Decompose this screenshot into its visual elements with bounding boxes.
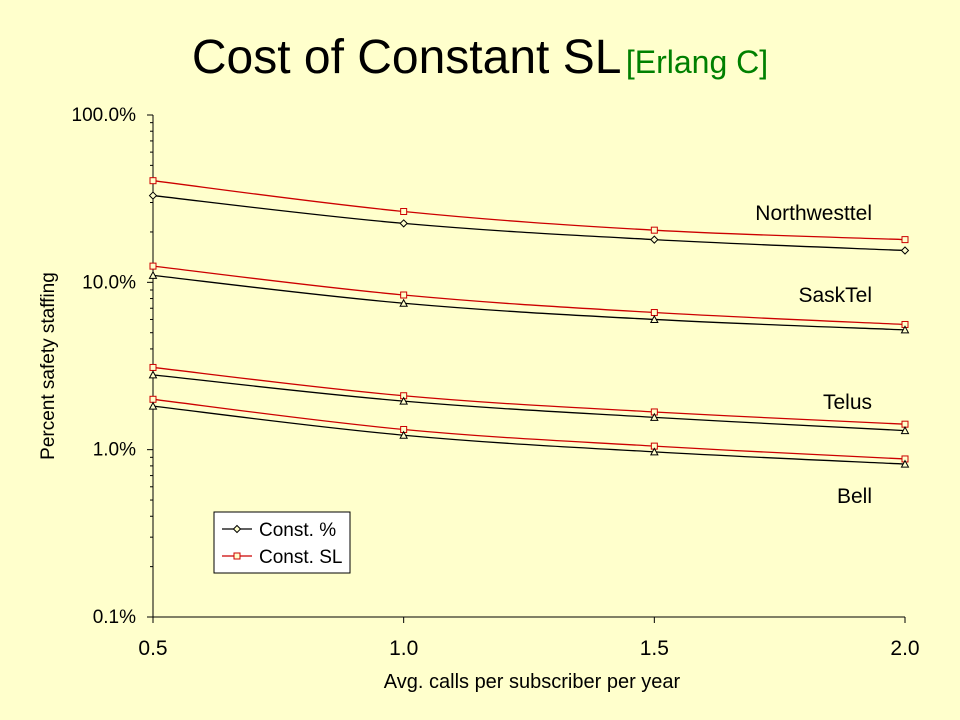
data-point-northwesttel-const_pct: [148, 191, 158, 200]
data-point-northwesttel-const_pct: [900, 246, 910, 255]
data-point-northwesttel-const_pct: [650, 235, 659, 244]
data-point-northwesttel-const_sl: [149, 177, 157, 185]
data-point-sasktel-const_sl: [400, 291, 408, 299]
data-point-telus-const_pct: [399, 396, 409, 405]
chart-series: [148, 177, 910, 468]
data-point-bell-const_pct: [649, 447, 659, 456]
title-subtitle: [Erlang C]: [625, 44, 769, 80]
series-line-bell-const_sl: [152, 398, 906, 460]
data-point-bell-const_sl: [149, 395, 157, 403]
y-tick-label: 0.1%: [93, 607, 136, 628]
data-point-northwesttel-const_sl: [400, 208, 408, 216]
legend-marker: [233, 552, 241, 560]
data-point-sasktel-const_sl: [149, 262, 157, 270]
data-point-telus-const_sl: [149, 363, 157, 371]
x-axis-label: Avg. calls per subscriber per year: [384, 671, 681, 693]
legend-label: Const. %: [259, 520, 336, 541]
chart-axes: 100.0% 10.0% 1.0% 0.1%0.5 1.0 1.5 2.0 Avg. call…: [38, 105, 920, 693]
data-point-sasktel-const_pct: [399, 298, 409, 307]
y-axis-label: Percent safety staffing: [38, 272, 59, 460]
data-point-sasktel-const_pct: [900, 325, 910, 334]
data-point-sasktel-const_pct: [649, 314, 659, 323]
series-line-sasktel-const_sl: [152, 265, 906, 326]
series-line-northwesttel-const_sl: [152, 180, 906, 241]
series-line-bell-const_pct: [152, 405, 906, 465]
group-label-bell: Bell: [837, 485, 872, 508]
y-tick-label: 10.0%: [82, 272, 136, 293]
x-tick-label: 1.0: [389, 637, 418, 660]
group-label-sasktel: SaskTel: [798, 284, 872, 307]
group-label-northwesttel: Northwesttel: [755, 202, 872, 225]
data-point-northwesttel-const_pct: [399, 219, 408, 228]
data-point-northwesttel-const_sl: [901, 236, 909, 244]
series-line-telus-const_sl: [152, 366, 906, 425]
data-point-telus-const_pct: [148, 370, 158, 379]
chart-legend: Const. % Const. SL: [213, 511, 351, 574]
x-tick-label: 1.5: [640, 637, 669, 660]
data-point-bell-const_pct: [148, 401, 158, 410]
data-point-bell-const_pct: [399, 430, 409, 439]
x-tick-label: 2.0: [890, 637, 919, 660]
data-point-northwesttel-const_sl: [650, 226, 658, 234]
series-line-sasktel-const_pct: [152, 274, 906, 331]
y-tick-label: 100.0%: [72, 105, 137, 126]
series-line-telus-const_pct: [152, 374, 906, 432]
group-label-telus: Telus: [823, 391, 872, 414]
legend-marker: [232, 524, 242, 534]
title-main: Cost of Constant SL: [191, 31, 622, 84]
legend-box: [213, 511, 351, 574]
y-tick-label: 1.0%: [93, 440, 136, 461]
group-labels: Northwesttel SaskTel Telus Bell: [755, 202, 872, 508]
data-point-telus-const_pct: [649, 412, 659, 421]
x-tick-label: 0.5: [138, 637, 167, 660]
series-line-northwesttel-const_pct: [152, 194, 906, 252]
data-point-sasktel-const_pct: [148, 270, 158, 279]
data-point-bell-const_pct: [900, 459, 910, 468]
data-point-sasktel-const_sl: [650, 309, 658, 317]
legend-label: Const. SL: [259, 547, 342, 568]
data-point-telus-const_pct: [900, 426, 910, 435]
slide-title: Cost of Constant SL [Erlang C]: [0, 30, 960, 85]
